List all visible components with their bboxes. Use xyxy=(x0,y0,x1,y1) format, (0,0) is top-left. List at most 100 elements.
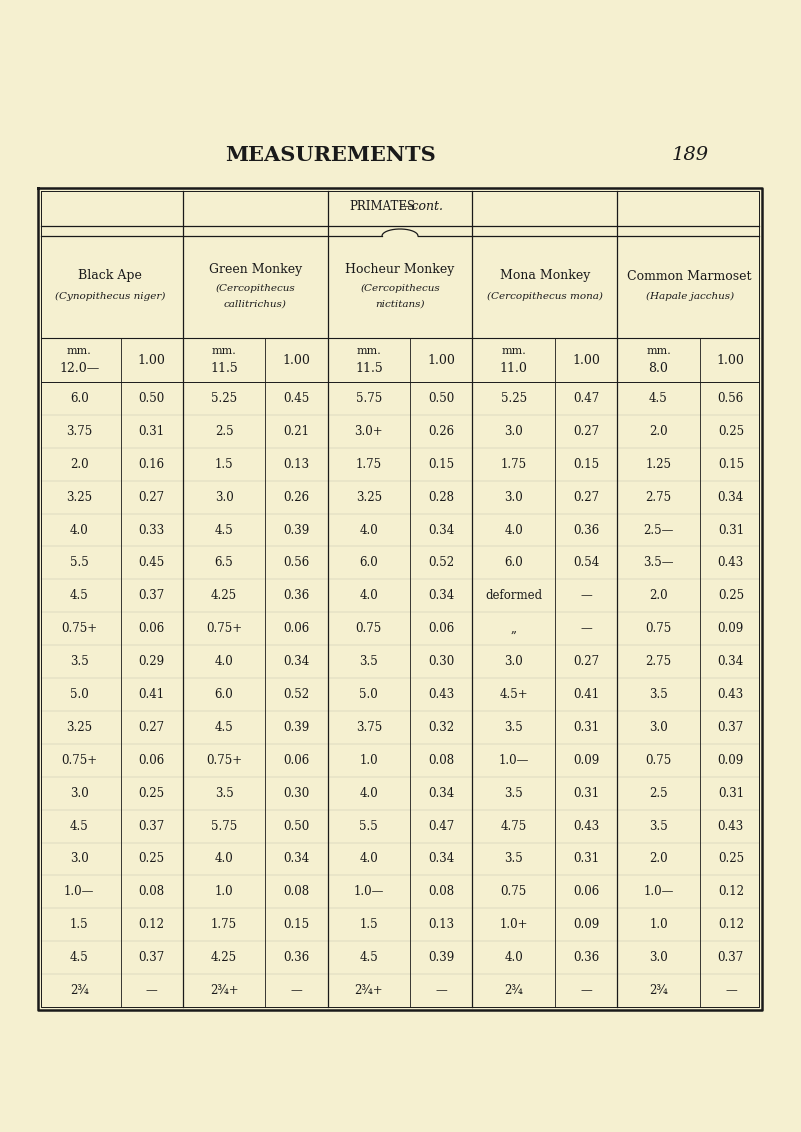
Text: 4.0: 4.0 xyxy=(505,951,523,964)
Text: 0.09: 0.09 xyxy=(718,623,744,635)
Text: 4.5: 4.5 xyxy=(649,392,668,405)
Text: 0.34: 0.34 xyxy=(284,655,310,668)
Text: PRIMATES: PRIMATES xyxy=(349,200,415,214)
Text: 0.36: 0.36 xyxy=(284,951,310,964)
Text: 0.31: 0.31 xyxy=(718,787,744,799)
Text: 3.5: 3.5 xyxy=(505,787,523,799)
Text: 3.25: 3.25 xyxy=(66,721,92,734)
Text: 0.33: 0.33 xyxy=(139,523,165,537)
Text: (Cercopithecus mona): (Cercopithecus mona) xyxy=(487,291,602,301)
Text: 6.0: 6.0 xyxy=(215,688,233,701)
Text: 0.15: 0.15 xyxy=(284,918,309,932)
Text: 0.12: 0.12 xyxy=(718,885,744,899)
Text: 3.0: 3.0 xyxy=(70,852,89,866)
Text: 0.09: 0.09 xyxy=(573,754,599,766)
Text: 4.0: 4.0 xyxy=(505,523,523,537)
Text: 0.52: 0.52 xyxy=(429,557,454,569)
Text: 4.25: 4.25 xyxy=(211,590,237,602)
Text: 3.0: 3.0 xyxy=(70,787,89,799)
Text: 0.12: 0.12 xyxy=(718,918,744,932)
Text: 6.0: 6.0 xyxy=(70,392,89,405)
Text: —: — xyxy=(580,984,592,997)
Text: 4.5: 4.5 xyxy=(70,590,89,602)
Text: 4.25: 4.25 xyxy=(211,951,237,964)
Text: 0.09: 0.09 xyxy=(573,918,599,932)
Text: 0.31: 0.31 xyxy=(573,787,599,799)
Text: 0.15: 0.15 xyxy=(573,457,599,471)
Text: 0.08: 0.08 xyxy=(284,885,309,899)
Text: —: — xyxy=(580,590,592,602)
Text: 0.41: 0.41 xyxy=(139,688,165,701)
Text: 2¾: 2¾ xyxy=(649,984,668,997)
Text: 4.0: 4.0 xyxy=(360,852,378,866)
Text: 5.25: 5.25 xyxy=(211,392,237,405)
Text: 3.5: 3.5 xyxy=(649,820,668,832)
Text: 2¾: 2¾ xyxy=(505,984,523,997)
Text: 3.75: 3.75 xyxy=(66,424,92,438)
Text: 0.75+: 0.75+ xyxy=(206,623,242,635)
Text: 2.75: 2.75 xyxy=(646,655,671,668)
Text: Black Ape: Black Ape xyxy=(78,269,143,283)
Text: 1.0—: 1.0— xyxy=(498,754,529,766)
Text: 6.0: 6.0 xyxy=(360,557,378,569)
Text: —cont.: —cont. xyxy=(400,200,444,214)
Text: 4.5: 4.5 xyxy=(215,523,233,537)
Text: 0.34: 0.34 xyxy=(284,852,310,866)
Text: 0.39: 0.39 xyxy=(284,523,310,537)
Text: 3.5: 3.5 xyxy=(215,787,233,799)
Text: 0.75: 0.75 xyxy=(356,623,382,635)
Text: 0.75: 0.75 xyxy=(501,885,527,899)
Text: 4.0: 4.0 xyxy=(215,852,233,866)
Text: 0.06: 0.06 xyxy=(284,623,310,635)
Text: 0.25: 0.25 xyxy=(718,424,744,438)
Text: 0.45: 0.45 xyxy=(284,392,310,405)
Text: 1.0+: 1.0+ xyxy=(499,918,528,932)
Text: (Hapale jacchus): (Hapale jacchus) xyxy=(646,291,734,301)
Text: 11.5: 11.5 xyxy=(210,361,238,375)
Text: callitrichus): callitrichus) xyxy=(223,300,287,309)
Text: 0.27: 0.27 xyxy=(573,490,599,504)
Text: 3.25: 3.25 xyxy=(66,490,92,504)
Text: 0.37: 0.37 xyxy=(139,820,165,832)
Text: 0.30: 0.30 xyxy=(284,787,310,799)
Text: 0.12: 0.12 xyxy=(139,918,165,932)
Text: 12.0—: 12.0— xyxy=(59,361,99,375)
Text: 0.36: 0.36 xyxy=(573,951,599,964)
Text: 3.0: 3.0 xyxy=(505,424,523,438)
Text: 0.37: 0.37 xyxy=(139,951,165,964)
Text: 0.06: 0.06 xyxy=(573,885,599,899)
Text: Green Monkey: Green Monkey xyxy=(208,264,302,276)
Text: 0.75+: 0.75+ xyxy=(61,623,98,635)
Text: 1.5: 1.5 xyxy=(70,918,89,932)
Text: 0.25: 0.25 xyxy=(718,590,744,602)
Text: 1.75: 1.75 xyxy=(356,457,382,471)
Text: 0.34: 0.34 xyxy=(429,590,454,602)
Text: Hocheur Monkey: Hocheur Monkey xyxy=(345,264,455,276)
Text: 0.16: 0.16 xyxy=(139,457,165,471)
Text: 0.32: 0.32 xyxy=(429,721,454,734)
Text: 1.0: 1.0 xyxy=(649,918,668,932)
Text: mm.: mm. xyxy=(646,346,671,355)
Text: 4.5: 4.5 xyxy=(70,951,89,964)
Text: 5.75: 5.75 xyxy=(356,392,382,405)
Text: 0.31: 0.31 xyxy=(139,424,165,438)
Text: 0.43: 0.43 xyxy=(718,688,744,701)
Text: —: — xyxy=(146,984,158,997)
Text: 4.0: 4.0 xyxy=(360,590,378,602)
Text: 4.5: 4.5 xyxy=(360,951,378,964)
Text: 0.06: 0.06 xyxy=(139,623,165,635)
Text: 0.56: 0.56 xyxy=(284,557,310,569)
Text: 5.25: 5.25 xyxy=(501,392,527,405)
Text: Common Marmoset: Common Marmoset xyxy=(627,269,752,283)
Text: 3.0: 3.0 xyxy=(505,490,523,504)
Text: 1.00: 1.00 xyxy=(572,353,600,367)
Text: 0.43: 0.43 xyxy=(718,557,744,569)
Text: 0.15: 0.15 xyxy=(718,457,744,471)
Text: 3.5: 3.5 xyxy=(505,721,523,734)
Text: 0.36: 0.36 xyxy=(573,523,599,537)
Text: 2¾: 2¾ xyxy=(70,984,89,997)
Text: 0.06: 0.06 xyxy=(284,754,310,766)
Text: —: — xyxy=(580,623,592,635)
Text: 4.0: 4.0 xyxy=(360,523,378,537)
Text: 0.50: 0.50 xyxy=(139,392,165,405)
